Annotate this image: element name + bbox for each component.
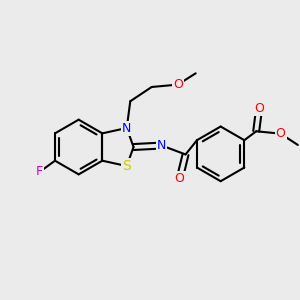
Text: N: N: [157, 139, 167, 152]
Text: F: F: [36, 166, 43, 178]
Text: O: O: [254, 102, 264, 115]
Text: N: N: [122, 122, 131, 134]
Text: O: O: [175, 172, 184, 185]
Text: O: O: [276, 127, 286, 140]
Text: O: O: [173, 78, 183, 91]
Text: S: S: [122, 159, 131, 173]
